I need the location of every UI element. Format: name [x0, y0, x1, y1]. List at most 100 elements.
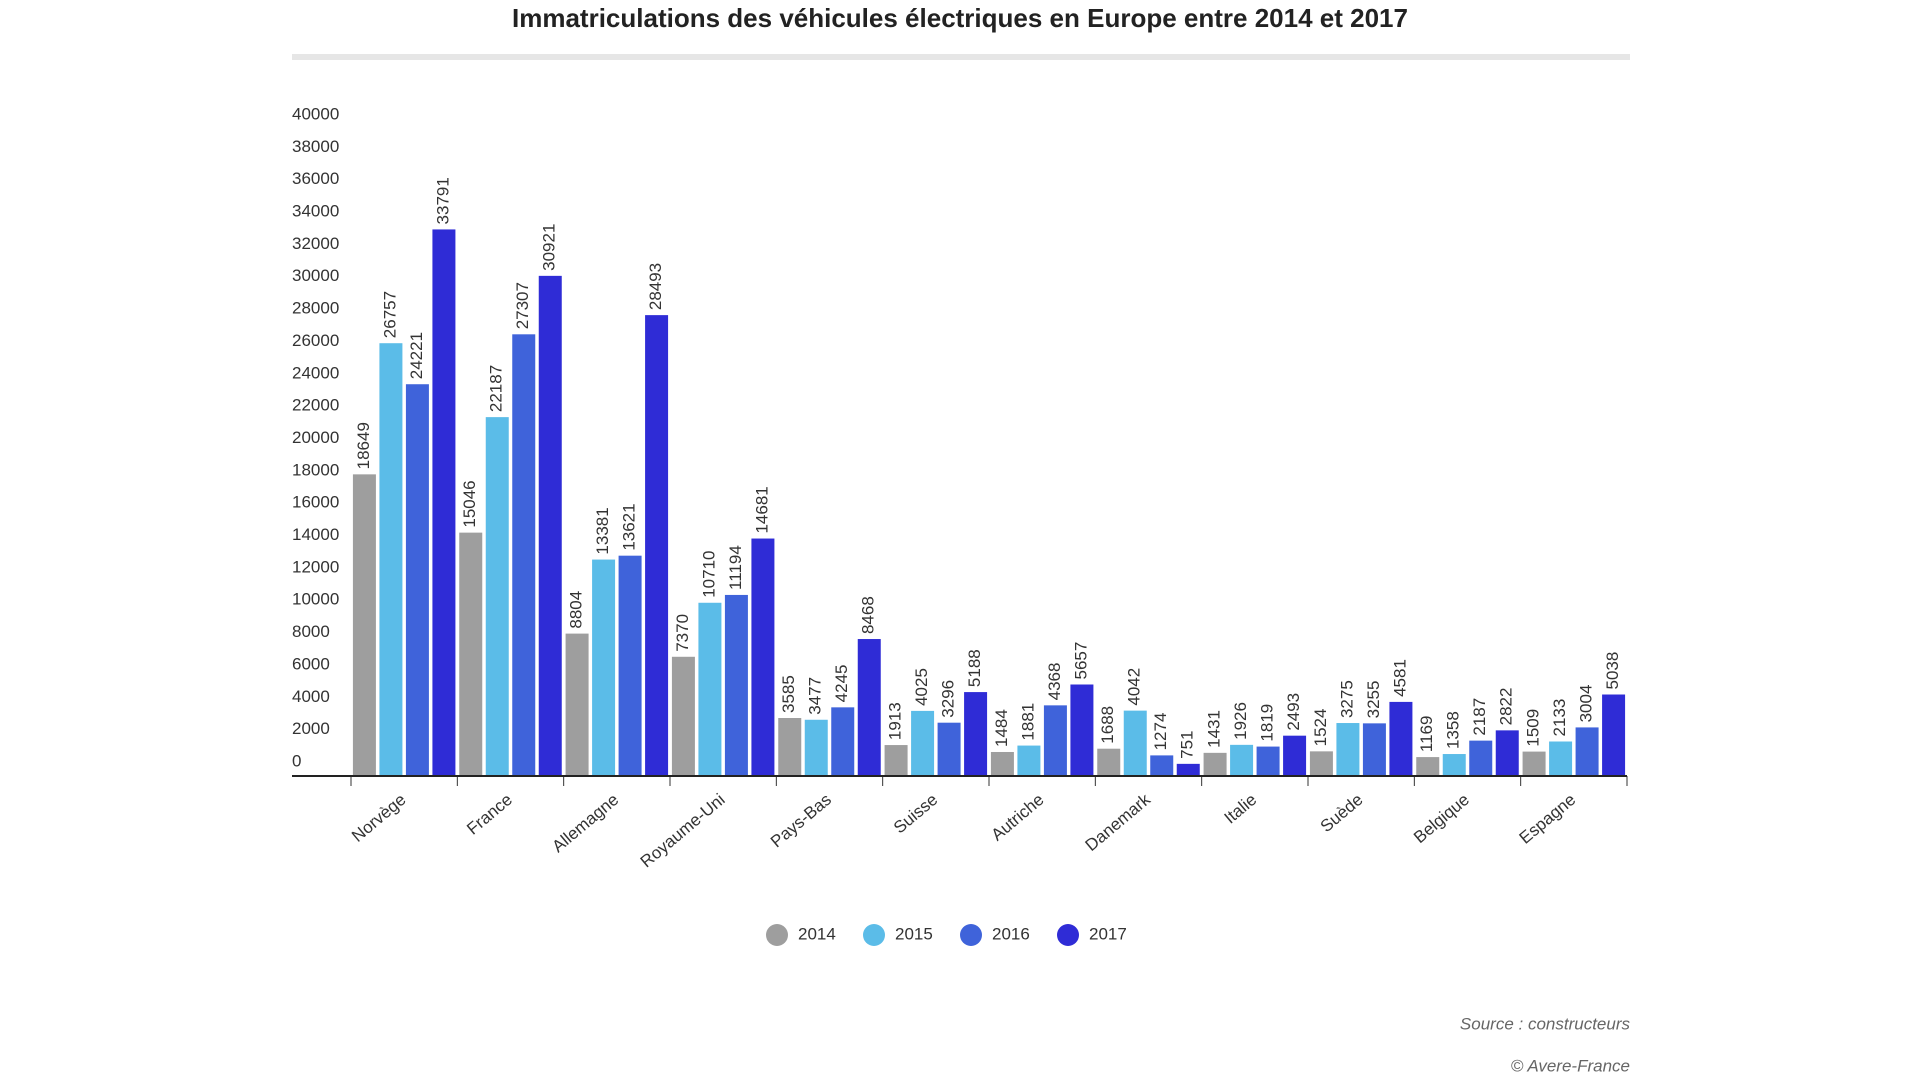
y-tick-label: 0 — [292, 751, 301, 770]
legend-label: 2014 — [798, 924, 836, 943]
bar — [1203, 752, 1227, 776]
value-label: 8468 — [859, 596, 878, 634]
x-tick-label: Norvège — [348, 790, 409, 846]
source: Source : constructeurs — [1460, 1014, 1631, 1033]
bar — [1522, 751, 1546, 776]
bar — [1070, 684, 1094, 776]
y-tick-label: 30000 — [292, 266, 339, 285]
y-tick-label: 10000 — [292, 590, 339, 609]
value-label: 2822 — [1497, 688, 1516, 726]
y-tick-label: 34000 — [292, 202, 339, 221]
y-tick-label: 36000 — [292, 169, 339, 188]
bar — [1575, 727, 1599, 776]
bar — [485, 417, 509, 776]
value-label: 26757 — [380, 291, 399, 338]
bar — [671, 656, 695, 776]
bar — [1469, 740, 1493, 776]
bar — [618, 555, 642, 776]
value-label: 1484 — [992, 709, 1011, 747]
value-label: 13621 — [620, 503, 639, 550]
value-label: 1926 — [1231, 702, 1250, 740]
x-tick-label: Pays-Bas — [767, 790, 835, 851]
value-label: 4245 — [832, 665, 851, 703]
bar — [804, 719, 828, 776]
chart-title: Immatriculations des véhicules électriqu… — [512, 3, 1408, 33]
value-label: 22187 — [487, 365, 506, 412]
bar — [911, 710, 935, 776]
y-tick-label: 4000 — [292, 687, 330, 706]
legend-swatch — [766, 924, 788, 946]
bar — [1389, 701, 1413, 776]
y-tick-label: 32000 — [292, 234, 339, 253]
value-label: 3296 — [939, 680, 958, 718]
value-label: 1169 — [1417, 716, 1436, 753]
value-label: 1524 — [1311, 709, 1330, 747]
title-rule — [292, 54, 1630, 60]
value-label: 11194 — [726, 545, 745, 590]
value-label: 1431 — [1205, 710, 1224, 748]
value-label: 5038 — [1603, 652, 1622, 690]
bar — [831, 707, 855, 776]
bar — [724, 594, 748, 776]
x-tick-label: Belgique — [1410, 790, 1473, 847]
x-tick-label: Italie — [1221, 790, 1261, 828]
value-label: 1688 — [1098, 706, 1117, 744]
bar — [1150, 755, 1174, 776]
bar — [645, 315, 669, 776]
x-tick-label: Suède — [1317, 790, 1367, 836]
value-label: 3255 — [1364, 681, 1383, 719]
y-tick-label: 2000 — [292, 719, 330, 738]
bar — [379, 343, 403, 776]
legend-label: 2015 — [895, 924, 933, 943]
value-label: 751 — [1178, 730, 1197, 758]
bar — [1549, 741, 1573, 776]
value-label: 1819 — [1258, 704, 1277, 742]
x-tick-label: Espagne — [1516, 790, 1580, 848]
value-label: 28493 — [646, 263, 665, 310]
bar — [1017, 745, 1041, 776]
bar — [1043, 705, 1067, 776]
bar — [964, 692, 988, 776]
value-label: 2133 — [1550, 699, 1569, 737]
value-label: 4581 — [1390, 659, 1409, 697]
bar — [884, 745, 908, 776]
bar — [1336, 723, 1360, 776]
value-label: 13381 — [593, 507, 612, 554]
value-label: 30921 — [540, 224, 559, 271]
bar — [1283, 735, 1307, 776]
value-label: 7370 — [673, 614, 692, 652]
bar — [512, 334, 536, 776]
x-tick-label: Allemagne — [549, 790, 623, 856]
bar — [352, 474, 376, 776]
legend-label: 2016 — [992, 924, 1030, 943]
value-label: 4025 — [912, 668, 931, 706]
y-tick-label: 6000 — [292, 654, 330, 673]
bar — [1176, 763, 1200, 776]
bar — [937, 722, 961, 776]
legend-swatch — [960, 924, 982, 946]
value-label: 3477 — [806, 677, 825, 715]
x-tick-label: Royaume-Uni — [637, 790, 729, 871]
bar — [990, 751, 1014, 776]
value-label: 3004 — [1577, 685, 1596, 723]
value-label: 15046 — [460, 480, 479, 527]
legend-label: 2017 — [1089, 924, 1127, 943]
bar — [1256, 746, 1280, 776]
value-label: 27307 — [513, 282, 532, 329]
value-label: 5657 — [1071, 642, 1090, 680]
bar — [698, 602, 722, 776]
bar — [857, 639, 881, 776]
y-tick-label: 12000 — [292, 557, 339, 576]
y-tick-label: 40000 — [292, 104, 339, 123]
y-tick-label: 28000 — [292, 299, 339, 318]
bar — [1602, 694, 1626, 776]
legend-swatch — [863, 924, 885, 946]
value-label: 4368 — [1045, 663, 1064, 701]
value-label: 2493 — [1284, 693, 1303, 731]
bar — [538, 275, 562, 776]
bar — [1230, 744, 1254, 776]
bar — [565, 633, 589, 776]
bar — [751, 538, 775, 776]
bar — [1097, 748, 1121, 776]
